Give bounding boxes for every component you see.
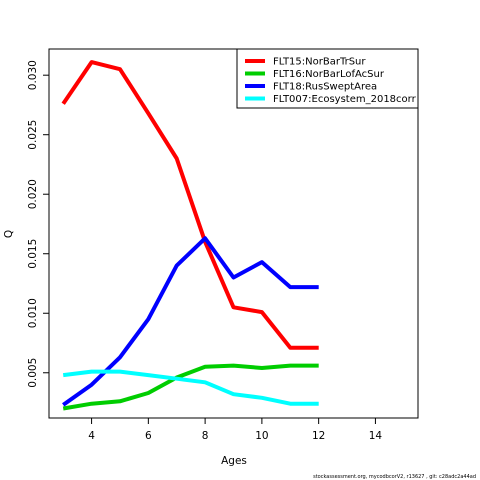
y-tick-label: 0.020 [27, 179, 39, 209]
x-axis: 4 6 8 10 12 14 [88, 418, 382, 442]
y-axis: 0.005 0.010 0.015 0.020 0.025 0.030 [27, 60, 49, 388]
legend-label-3: FLT18:RusSweptArea [273, 82, 377, 93]
x-tick-label: 4 [88, 430, 95, 442]
y-tick-label: 0.010 [27, 298, 39, 328]
x-tick-label: 12 [312, 430, 325, 442]
x-axis-title: Ages [221, 455, 247, 467]
series-line-1 [61, 60, 319, 350]
plot-frame [48, 48, 419, 419]
legend-label-4: FLT007:Ecosystem_2018corr [273, 94, 417, 105]
y-tick-label: 0.030 [27, 60, 39, 90]
series-line-4 [62, 369, 319, 406]
footnote: stockassessment.org, mycodbcorV2, r13627… [313, 474, 476, 480]
series-lines [61, 60, 319, 411]
x-tick-label: 10 [255, 430, 268, 442]
y-tick-label: 0.015 [27, 239, 39, 269]
y-axis-title: Q [3, 230, 15, 238]
x-tick-label: 14 [369, 430, 383, 442]
y-tick-label: 0.005 [27, 358, 39, 388]
legend-label-2: FLT16:NorBarLofAcSur [273, 69, 385, 80]
legend-label-1: FLT15:NorBarTrSur [273, 57, 366, 68]
x-tick-label: 8 [202, 430, 209, 442]
series-line-2 [62, 363, 319, 411]
y-tick-label: 0.025 [27, 120, 39, 150]
legend-box [236, 48, 419, 109]
x-tick-label: 6 [145, 430, 152, 442]
